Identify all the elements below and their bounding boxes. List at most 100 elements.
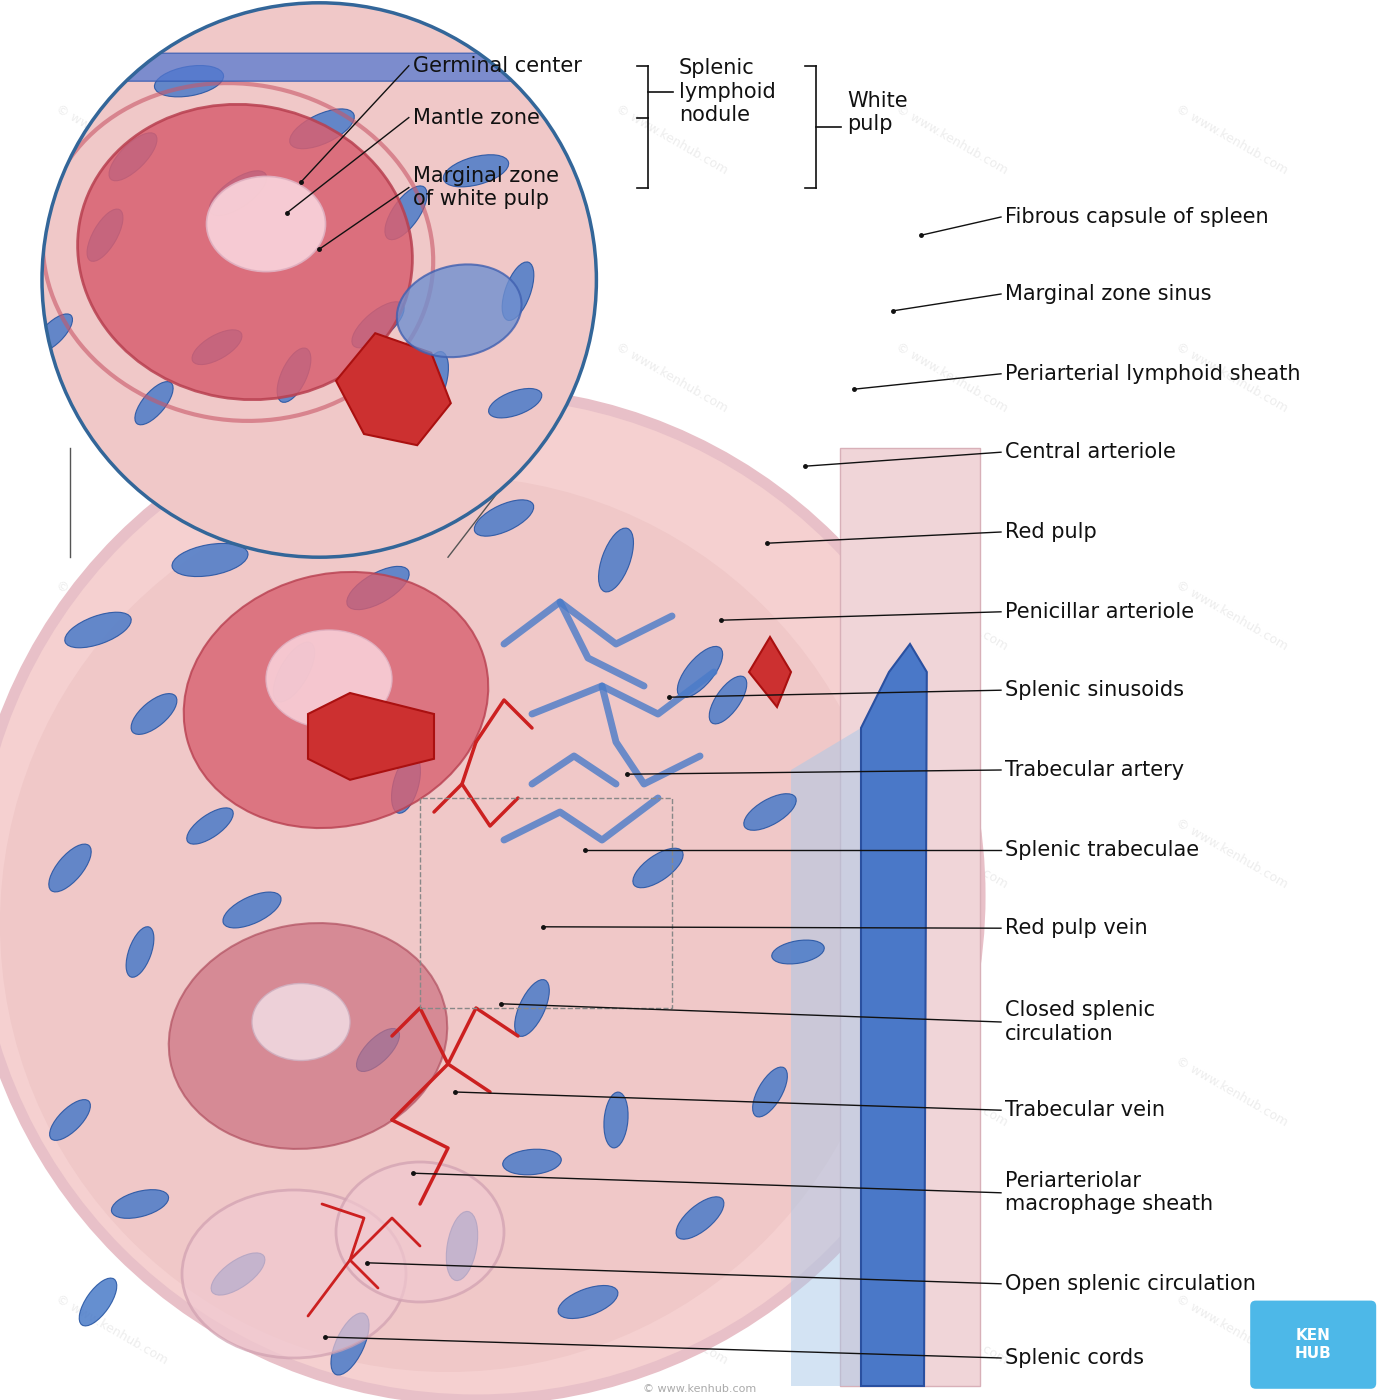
Ellipse shape (252, 983, 350, 1061)
Ellipse shape (64, 612, 132, 648)
Ellipse shape (599, 528, 633, 592)
Text: © www.kenhub.com: © www.kenhub.com (53, 340, 171, 416)
Ellipse shape (249, 489, 311, 519)
Ellipse shape (710, 676, 746, 724)
Polygon shape (840, 448, 980, 1386)
Ellipse shape (0, 392, 980, 1400)
Text: Marginal zone
of white pulp: Marginal zone of white pulp (413, 167, 559, 209)
Text: © www.kenhub.com: © www.kenhub.com (613, 1292, 731, 1368)
Text: © www.kenhub.com: © www.kenhub.com (1173, 816, 1291, 892)
Ellipse shape (489, 388, 542, 419)
Polygon shape (791, 728, 861, 1386)
Text: Splenic cords: Splenic cords (1005, 1348, 1144, 1368)
Ellipse shape (154, 66, 224, 97)
Text: © www.kenhub.com: © www.kenhub.com (333, 816, 451, 892)
Text: © www.kenhub.com: © www.kenhub.com (333, 578, 451, 654)
Text: Trabecular vein: Trabecular vein (1005, 1100, 1165, 1120)
Ellipse shape (336, 1162, 504, 1302)
Text: © www.kenhub.com: © www.kenhub.com (613, 102, 731, 178)
Text: © www.kenhub.com: © www.kenhub.com (644, 1385, 756, 1394)
Text: Splenic sinusoids: Splenic sinusoids (1005, 680, 1184, 700)
Ellipse shape (112, 1190, 168, 1218)
Ellipse shape (678, 647, 722, 697)
Text: Mantle zone: Mantle zone (413, 108, 540, 127)
Ellipse shape (603, 1092, 629, 1148)
Text: © www.kenhub.com: © www.kenhub.com (1173, 1292, 1291, 1368)
Ellipse shape (392, 755, 420, 813)
Ellipse shape (210, 171, 266, 216)
Ellipse shape (676, 1197, 724, 1239)
Polygon shape (749, 637, 791, 707)
Ellipse shape (385, 186, 427, 239)
Text: White
pulp: White pulp (847, 91, 907, 134)
Text: © www.kenhub.com: © www.kenhub.com (613, 816, 731, 892)
Text: Penicillar arteriole: Penicillar arteriole (1005, 602, 1194, 622)
Ellipse shape (357, 1029, 399, 1071)
Ellipse shape (559, 1285, 617, 1319)
Polygon shape (59, 53, 581, 81)
Ellipse shape (77, 105, 413, 399)
Text: Red pulp: Red pulp (1005, 522, 1098, 542)
FancyBboxPatch shape (1250, 1301, 1376, 1389)
Ellipse shape (34, 314, 73, 353)
Text: Red pulp vein: Red pulp vein (1005, 918, 1148, 938)
Text: © www.kenhub.com: © www.kenhub.com (893, 578, 1011, 654)
Ellipse shape (273, 643, 315, 701)
Ellipse shape (87, 209, 123, 262)
Ellipse shape (223, 892, 281, 928)
Ellipse shape (172, 543, 248, 577)
Circle shape (42, 3, 596, 557)
Text: © www.kenhub.com: © www.kenhub.com (893, 816, 1011, 892)
Ellipse shape (444, 155, 508, 186)
Text: © www.kenhub.com: © www.kenhub.com (333, 102, 451, 178)
Text: © www.kenhub.com: © www.kenhub.com (53, 1054, 171, 1130)
Ellipse shape (503, 262, 533, 321)
Polygon shape (336, 333, 451, 445)
Text: © www.kenhub.com: © www.kenhub.com (53, 816, 171, 892)
Text: Open splenic circulation: Open splenic circulation (1005, 1274, 1256, 1294)
Text: © www.kenhub.com: © www.kenhub.com (613, 1054, 731, 1130)
Text: © www.kenhub.com: © www.kenhub.com (333, 1292, 451, 1368)
Ellipse shape (182, 1190, 406, 1358)
Ellipse shape (211, 1253, 265, 1295)
Ellipse shape (351, 302, 405, 347)
Text: © www.kenhub.com: © www.kenhub.com (893, 1054, 1011, 1130)
Ellipse shape (743, 794, 797, 830)
Text: Periarterial lymphoid sheath: Periarterial lymphoid sheath (1005, 364, 1301, 384)
Text: Trabecular artery: Trabecular artery (1005, 760, 1184, 780)
Ellipse shape (277, 349, 311, 402)
Text: © www.kenhub.com: © www.kenhub.com (333, 1054, 451, 1130)
Text: © www.kenhub.com: © www.kenhub.com (1173, 102, 1291, 178)
Ellipse shape (753, 1067, 787, 1117)
Ellipse shape (420, 351, 448, 410)
Ellipse shape (80, 1278, 116, 1326)
Text: © www.kenhub.com: © www.kenhub.com (893, 340, 1011, 416)
Ellipse shape (183, 573, 489, 827)
Ellipse shape (109, 133, 157, 181)
Ellipse shape (266, 630, 392, 728)
Circle shape (42, 3, 596, 557)
Ellipse shape (475, 500, 533, 536)
Text: © www.kenhub.com: © www.kenhub.com (53, 102, 171, 178)
Ellipse shape (347, 567, 409, 609)
Text: © www.kenhub.com: © www.kenhub.com (893, 1292, 1011, 1368)
Ellipse shape (42, 78, 112, 118)
Text: © www.kenhub.com: © www.kenhub.com (613, 578, 731, 654)
Text: © www.kenhub.com: © www.kenhub.com (1173, 578, 1291, 654)
Ellipse shape (0, 476, 896, 1372)
Text: © www.kenhub.com: © www.kenhub.com (1173, 1054, 1291, 1130)
Ellipse shape (192, 330, 242, 364)
Polygon shape (861, 644, 927, 1386)
Ellipse shape (186, 808, 234, 844)
Ellipse shape (49, 1099, 91, 1141)
Text: Splenic
lymphoid
nodule: Splenic lymphoid nodule (679, 59, 776, 125)
Ellipse shape (330, 1313, 370, 1375)
Ellipse shape (396, 265, 522, 357)
Text: KEN
HUB: KEN HUB (1295, 1329, 1331, 1361)
Text: Central arteriole: Central arteriole (1005, 442, 1176, 462)
Ellipse shape (515, 980, 549, 1036)
Text: Germinal center: Germinal center (413, 56, 582, 76)
Text: Marginal zone sinus: Marginal zone sinus (1005, 284, 1211, 304)
Ellipse shape (290, 109, 354, 148)
Polygon shape (308, 693, 434, 780)
